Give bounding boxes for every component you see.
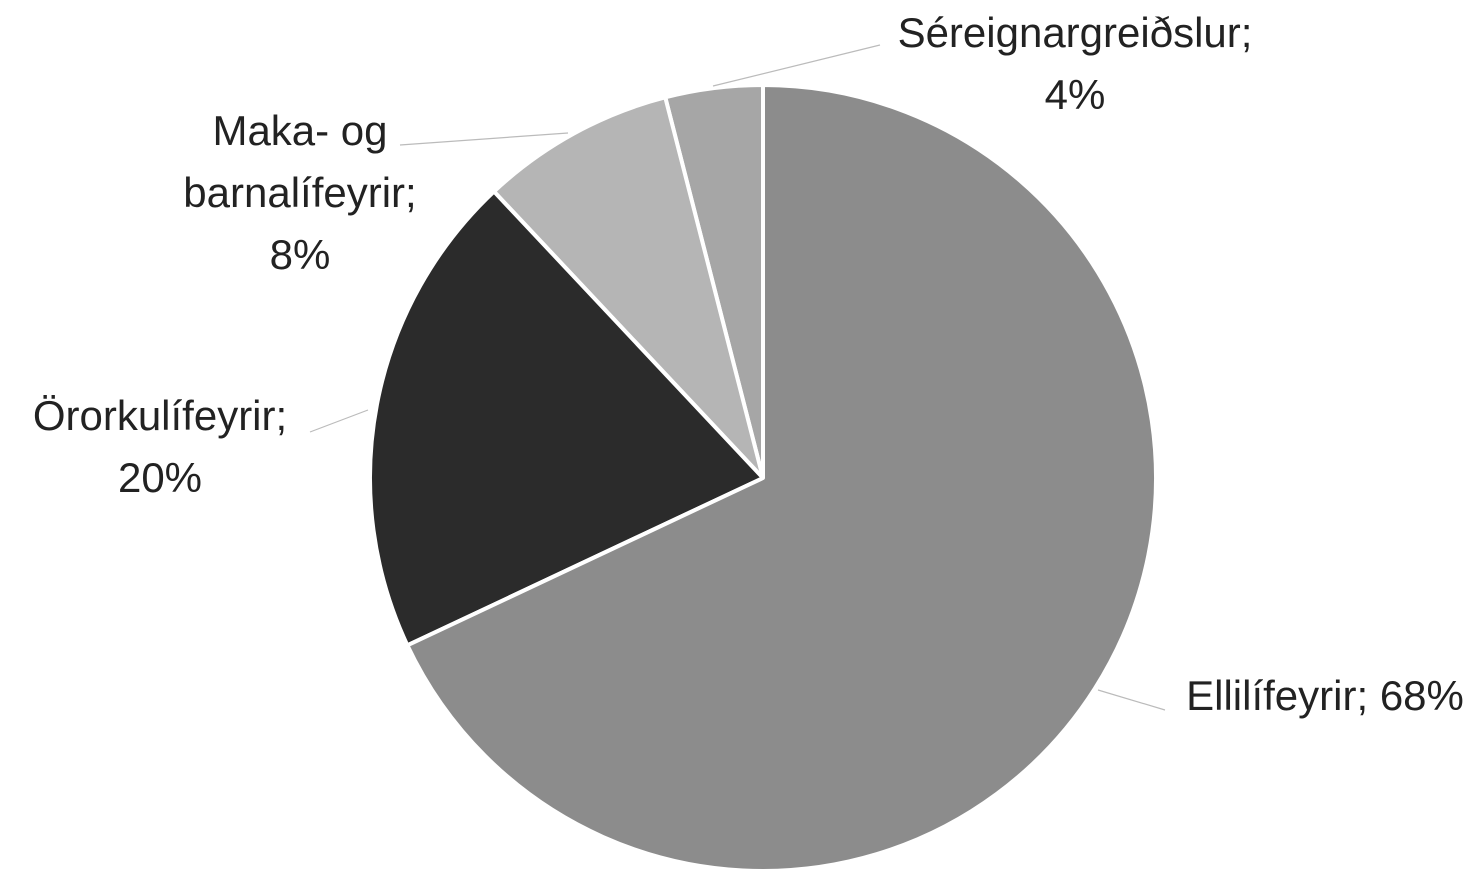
data-label: Séreignargreiðslur; 4% [860,2,1290,126]
value-label: 8% [269,231,331,278]
leader-line [1097,689,1166,711]
leader-line [399,132,569,146]
leader-line [712,44,881,87]
data-label: Ellilífeyrir; 68% [1165,665,1482,727]
pie-slice [368,189,765,648]
value-label: 20% [117,454,203,501]
leader-line [309,409,369,433]
category-label: Séreignargreiðslur; [897,9,1253,56]
category-label: Ellilífeyrir; [1186,672,1369,719]
data-label: Maka- og barnalífeyrir; 8% [150,100,450,286]
pie-slice [491,95,765,480]
value-label: 4% [1044,71,1106,118]
category-label: Örorkulífeyrir; [32,392,288,439]
value-label: 68% [1379,672,1464,719]
data-label: Örorkulífeyrir; 20% [0,385,320,509]
category-label: Maka- og barnalífeyrir; [183,107,417,216]
pie-slice [405,83,1158,871]
